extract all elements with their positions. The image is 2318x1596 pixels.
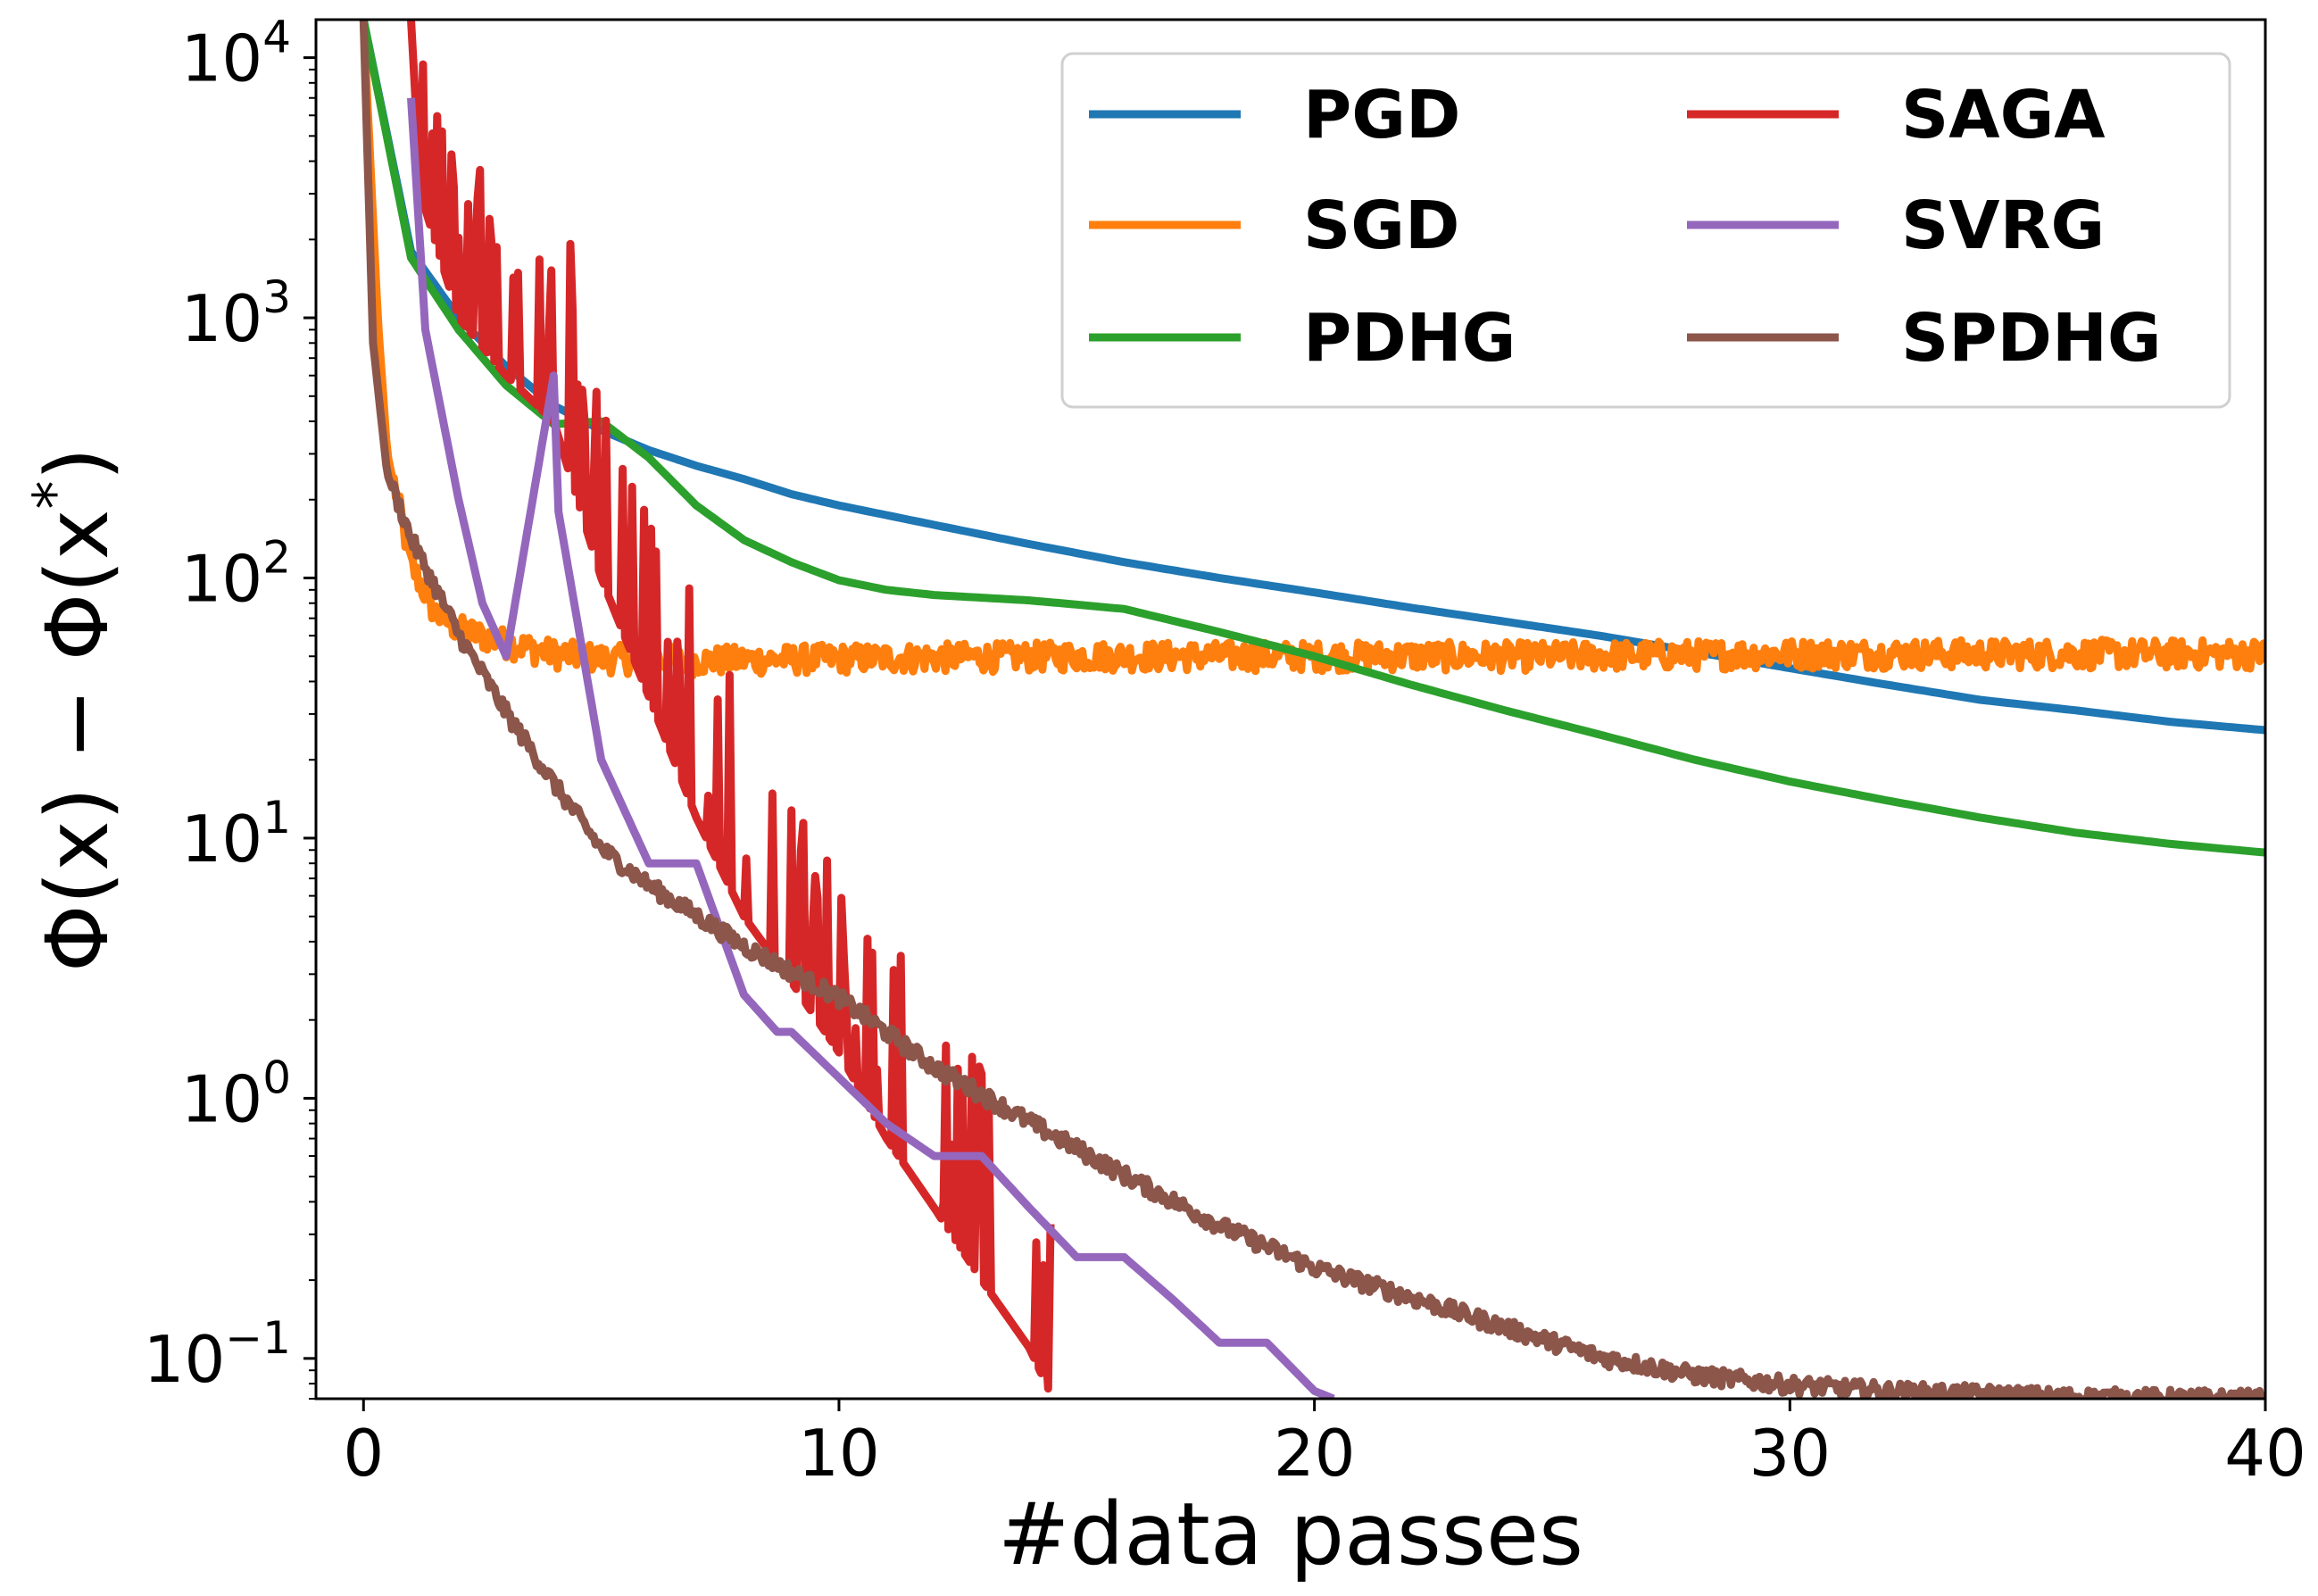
legend-label-saga: SAGA	[1901, 77, 2106, 154]
y-axis-label: Φ(x) − Φ(x*)	[22, 447, 128, 972]
x-tick-label: 20	[1274, 1416, 1356, 1491]
legend-label-pdhg: PDHG	[1303, 300, 1516, 377]
y-tick-label: 102	[181, 531, 291, 616]
series-line-saga	[407, 20, 1055, 1393]
x-axis-label: #data passes	[998, 1484, 1583, 1584]
ticks-layer: 0 10 20 30 40 104 103 102 101 100 10−1	[144, 12, 2306, 1491]
y-tick-label: 100	[181, 1052, 291, 1136]
y-tick-label: 104	[181, 12, 291, 96]
legend-label-spdhg: SPDHG	[1901, 300, 2162, 377]
x-tick-label: 30	[1749, 1416, 1832, 1491]
x-tick-label: 10	[798, 1416, 880, 1491]
legend-label-pgd: PGD	[1303, 77, 1460, 154]
legend: PGD SGD PDHG SAGA SVRG SPDHG	[1060, 52, 2231, 409]
series-line-pgd	[359, 20, 2265, 735]
series-line-svrg	[407, 97, 1335, 1399]
y-tick-label: 101	[181, 792, 291, 877]
y-tick-label: 103	[181, 271, 291, 356]
x-tick-label: 40	[2224, 1416, 2306, 1491]
y-tick-label: 10−1	[144, 1312, 291, 1397]
legend-box	[1060, 52, 2231, 409]
plot-frame	[314, 18, 2267, 1401]
series-line-pdhg	[359, 20, 2265, 857]
series-layer	[359, 20, 2265, 1399]
legend-label-svrg: SVRG	[1901, 187, 2105, 264]
x-tick-label: 0	[343, 1416, 384, 1491]
legend-label-sgd: SGD	[1303, 187, 1459, 264]
